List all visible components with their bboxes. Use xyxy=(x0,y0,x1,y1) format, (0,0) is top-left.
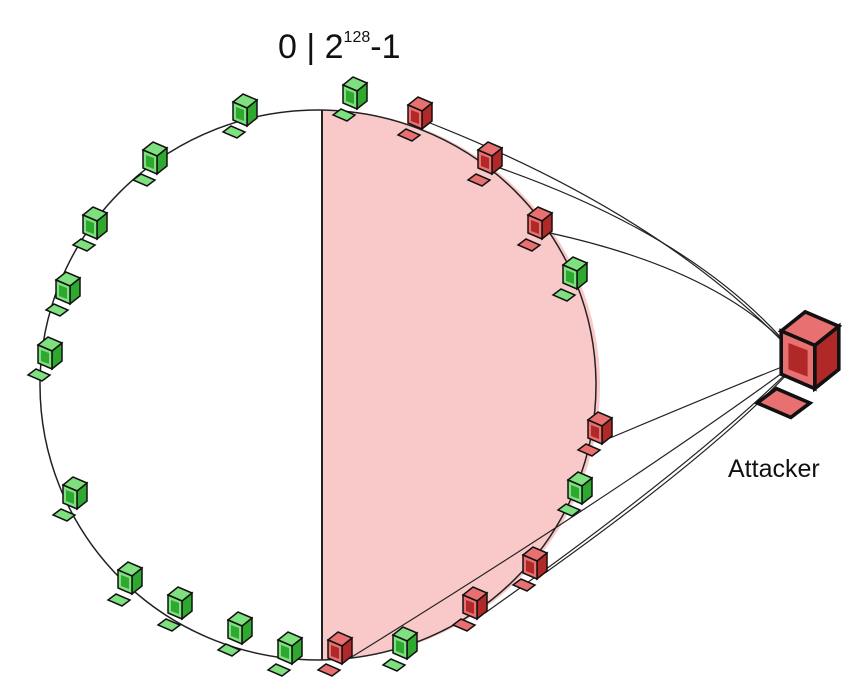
attacker-label: Attacker xyxy=(728,455,820,483)
node xyxy=(73,207,107,251)
node xyxy=(28,337,62,381)
keyboard xyxy=(318,664,340,676)
ring-label-exponent: 128 xyxy=(344,29,371,46)
keyboard xyxy=(28,369,50,381)
keyboard xyxy=(53,509,75,521)
attacker-computer xyxy=(757,312,839,418)
node xyxy=(223,94,257,138)
page: 0 | 2128-1 Attacker (() => { const data … xyxy=(0,0,863,684)
ring-label: 0 | 2128-1 xyxy=(278,28,400,66)
node xyxy=(218,612,252,656)
keyboard xyxy=(158,619,180,631)
diagram: 0 | 2128-1 Attacker xyxy=(0,0,863,684)
keyboard xyxy=(218,644,240,656)
ring-label-suffix: -1 xyxy=(370,28,400,66)
node xyxy=(133,142,167,186)
keyboard xyxy=(383,659,405,671)
ring-label-base: 0 | 2 xyxy=(278,28,344,66)
keyboard xyxy=(108,594,130,606)
node xyxy=(158,587,192,631)
attacked-region xyxy=(322,110,600,660)
keyboard xyxy=(223,126,245,138)
node xyxy=(46,272,80,316)
node xyxy=(268,632,302,676)
keyboard xyxy=(133,174,155,186)
keyboard xyxy=(268,664,290,676)
node xyxy=(108,562,142,606)
